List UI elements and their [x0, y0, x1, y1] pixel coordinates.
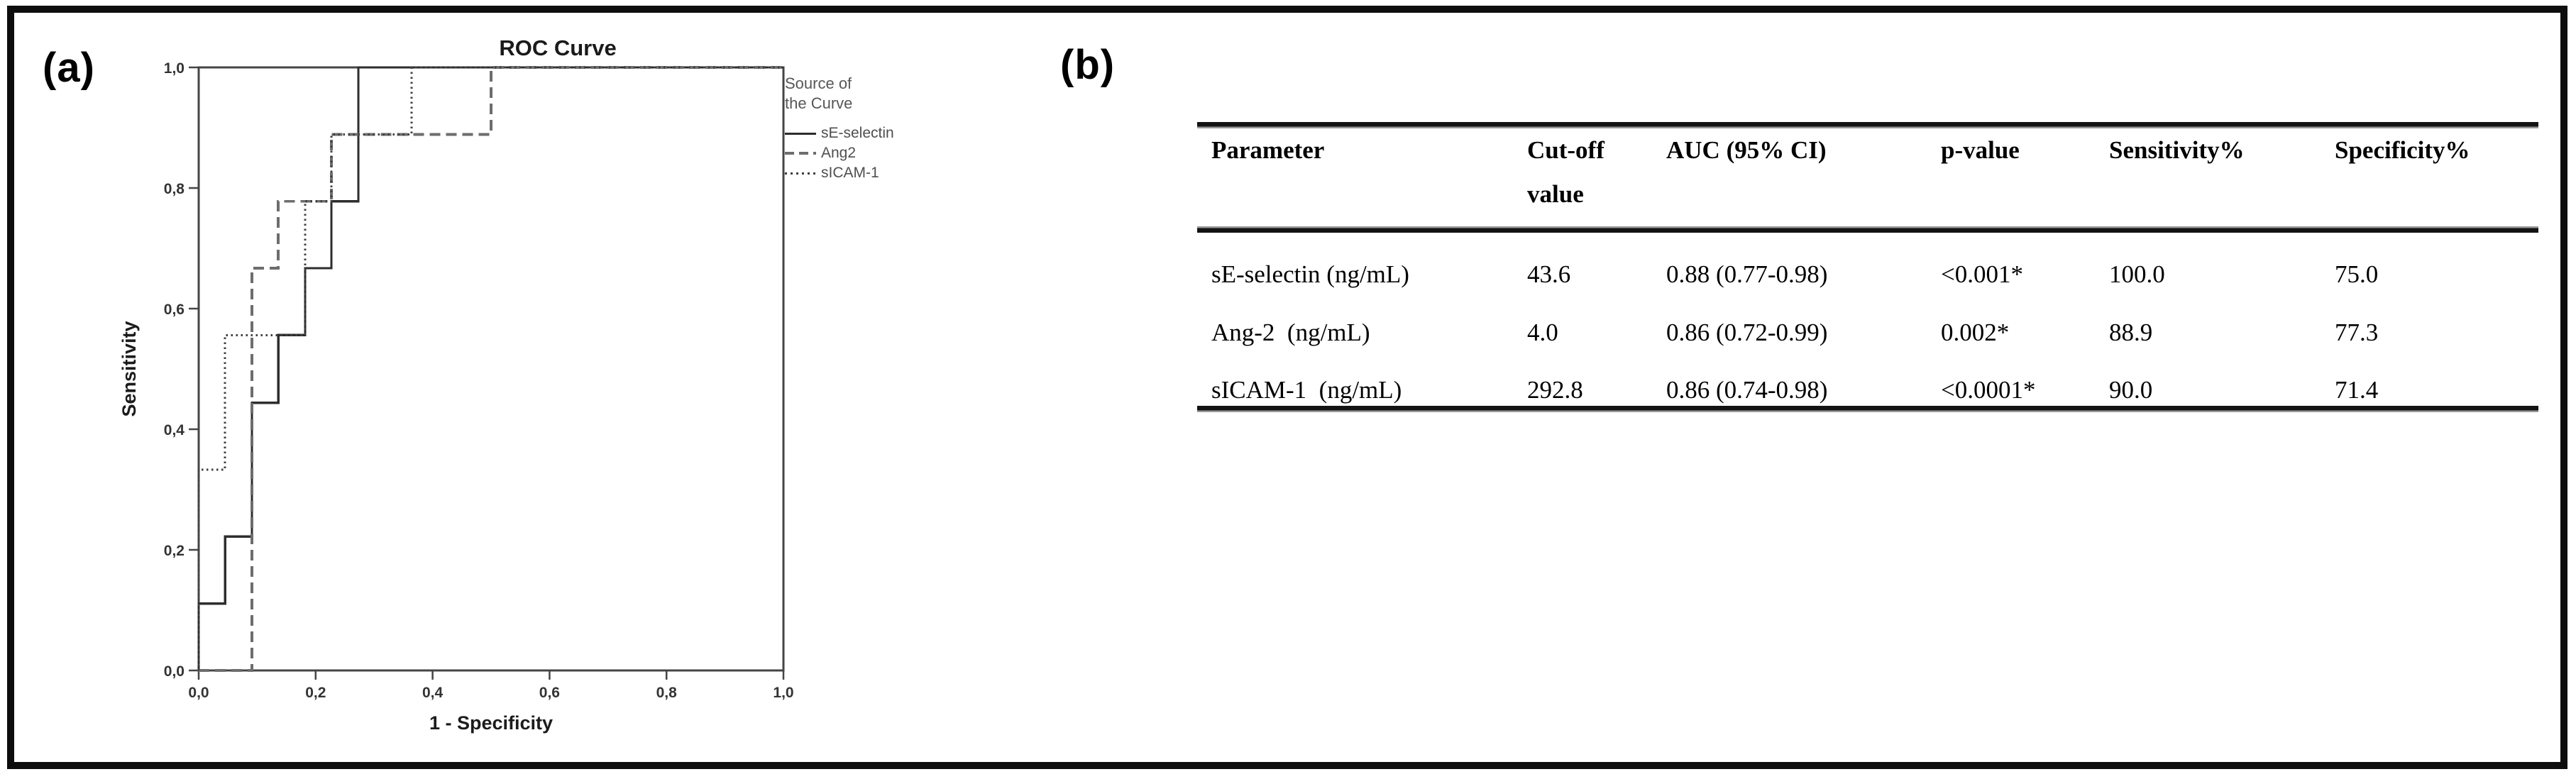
plot-frame: [197, 66, 785, 672]
table-cell-r1-c3: 0.88 (0.77-0.98): [1666, 260, 1828, 289]
roc-curve-sICAM-1: [197, 66, 783, 670]
legend-entry-sICAM-1: sICAM-1: [785, 163, 998, 183]
roc-legend: Source of the Curve sE-selectin Ang2 sICAM…: [785, 74, 998, 183]
table-cell-r3-c4: <0.0001*: [1941, 376, 2036, 404]
table-cell-r1-c2: 43.6: [1527, 260, 1571, 289]
y-tick-label: 0,4: [164, 422, 185, 438]
table-cell-r3-c2: 292.8: [1527, 376, 1583, 404]
y-tick-label: 1,0: [164, 60, 185, 77]
table-cell-r1-c6: 75.0: [2335, 260, 2379, 289]
x-tick-label: 0,8: [656, 685, 678, 701]
roc-curve-chart: ROC Curve 0,0 0,2 0,4 0,6 0,8 1,0 0,0 0,2 0,4 0,6 0…: [119, 35, 794, 734]
column-header-3: AUC (95% CI): [1666, 136, 1827, 164]
roc-curve-Ang2: [199, 66, 783, 672]
figure-border: [7, 6, 2567, 769]
y-tick-label: 0,0: [164, 663, 185, 680]
y-tick-label: 0,6: [164, 302, 185, 318]
legend-entries: sE-selectin Ang2 sICAM-1: [785, 123, 998, 183]
table-cell-r2-c2: 4.0: [1527, 318, 1558, 346]
table-cell-r3-c3: 0.86 (0.74-0.98): [1666, 376, 1828, 404]
y-tick-label: 0,2: [164, 543, 185, 559]
x-tick-label: 1,0: [773, 685, 793, 701]
x-tick-label: 0,2: [305, 685, 326, 701]
x-tick-label: 0,0: [188, 685, 209, 701]
y-axis-title: Sensitivity: [119, 321, 140, 416]
table-cell-r2-c6: 77.3: [2335, 318, 2379, 346]
x-tick-label: 0,6: [539, 685, 560, 701]
legend-entry-label: sE-selectin: [821, 125, 894, 141]
roc-curve-sE-selectin: [197, 66, 783, 670]
table-cell-r1-c1: sE-selectin (ng/mL): [1211, 260, 1409, 289]
dashed-line-sample-icon: [785, 152, 816, 155]
table-cell-r2-c5: 88.9: [2109, 318, 2153, 346]
chart-title: ROC Curve: [499, 35, 616, 60]
legend-title: Source of the Curve: [785, 74, 998, 114]
y-tick-label: 0,8: [164, 181, 185, 197]
solid-line-sample-icon: [785, 132, 816, 135]
x-tick-label: 0,4: [422, 685, 444, 701]
table-header-row: Parameter Cut-off value AUC (95% CI) p-valu…: [1197, 128, 2538, 226]
legend-title-line2: the Curve: [785, 94, 853, 112]
table-cell-r3-c1: sICAM-1 (ng/mL): [1211, 376, 1402, 404]
panel-b-label: (b): [1060, 42, 1116, 88]
column-header-6: Specificity%: [2335, 136, 2470, 164]
table-cell-r1-c4: <0.001*: [1941, 260, 2023, 289]
table-rule-top: [1197, 122, 2538, 128]
table-body: sE-selectin (ng/mL) 43.6 0.88 (0.77-0.98) <…: [1197, 233, 2538, 406]
legend-entry-Ang2: Ang2: [785, 143, 998, 163]
dotted-line-sample-icon: [785, 172, 816, 175]
roc-statistics-table: Parameter Cut-off value AUC (95% CI) p-valu…: [1197, 122, 2538, 412]
column-header-1: Parameter: [1211, 136, 1325, 164]
legend-entry-label: Ang2: [821, 145, 857, 161]
table-cell-r1-c5: 100.0: [2109, 260, 2165, 289]
x-axis-title: 1 - Specificity: [429, 712, 553, 734]
table-cell-r2-c3: 0.86 (0.72-0.99): [1666, 318, 1828, 346]
legend-title-line1: Source of: [785, 74, 852, 92]
legend-entry-sE-selectin: sE-selectin: [785, 123, 998, 143]
panel-a-label: (a): [43, 45, 95, 91]
column-header-5: Sensitivity%: [2109, 136, 2245, 164]
column-header-4: p-value: [1941, 136, 2020, 164]
table-cell-r2-c1: Ang-2 (ng/mL): [1211, 318, 1370, 346]
table-rule-bottom: [1197, 406, 2538, 412]
table-rule-mid: [1197, 226, 2538, 233]
table-cell-r3-c6: 71.4: [2335, 376, 2379, 404]
legend-entry-label: sICAM-1: [821, 165, 879, 181]
column-header-2: Cut-off value: [1527, 136, 1605, 208]
table-cell-r2-c4: 0.002*: [1941, 318, 2010, 346]
table-cell-r3-c5: 90.0: [2109, 376, 2153, 404]
